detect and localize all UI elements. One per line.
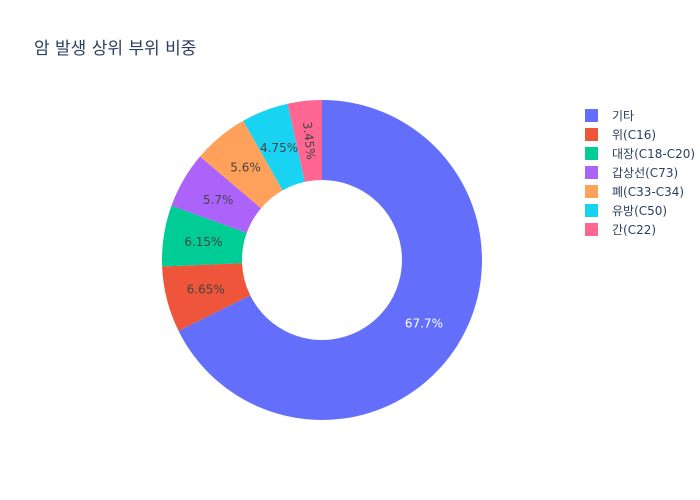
legend-item[interactable]: 폐(C33-C34)	[585, 182, 695, 201]
pie-slice[interactable]	[171, 156, 262, 233]
slice-label: 3.45%	[300, 121, 318, 160]
legend-item[interactable]: 위(C16)	[585, 125, 695, 144]
slice-label: 5.7%	[203, 193, 234, 207]
legend-label: 폐(C33-C34)	[612, 185, 685, 199]
legend-swatch	[585, 223, 598, 236]
legend-label: 위(C16)	[612, 128, 657, 142]
legend-item[interactable]: 갑상선(C73)	[585, 163, 695, 182]
legend-item[interactable]: 기타	[585, 106, 695, 125]
legend-label: 대장(C18-C20)	[612, 147, 696, 161]
pie-slice[interactable]	[162, 263, 251, 331]
legend-item[interactable]: 간(C22)	[585, 220, 695, 239]
legend-swatch	[585, 185, 598, 198]
legend-item[interactable]: 유방(C50)	[585, 201, 695, 220]
pie-slice[interactable]	[287, 100, 322, 182]
pie-slice[interactable]	[200, 120, 283, 209]
legend-item[interactable]: 대장(C18-C20)	[585, 144, 695, 163]
legend-label: 기타	[612, 109, 635, 123]
legend-swatch	[585, 128, 598, 141]
legend-swatch	[585, 109, 598, 122]
legend-swatch	[585, 166, 598, 179]
slice-label: 4.75%	[260, 141, 298, 155]
legend-label: 유방(C50)	[612, 204, 668, 218]
pie-slice[interactable]	[243, 103, 305, 191]
slice-label: 6.15%	[184, 235, 222, 249]
legend-swatch	[585, 204, 598, 217]
slice-label: 5.6%	[230, 161, 261, 175]
slice-label: 67.7%	[405, 316, 443, 330]
pie-slice[interactable]	[162, 205, 247, 267]
slice-label: 6.65%	[187, 283, 225, 297]
pie-slice[interactable]	[178, 100, 483, 420]
legend-label: 간(C22)	[612, 223, 657, 237]
legend-swatch	[585, 147, 598, 160]
legend-label: 갑상선(C73)	[612, 166, 679, 180]
chart-title: 암 발생 상위 부위 비중	[34, 39, 197, 59]
